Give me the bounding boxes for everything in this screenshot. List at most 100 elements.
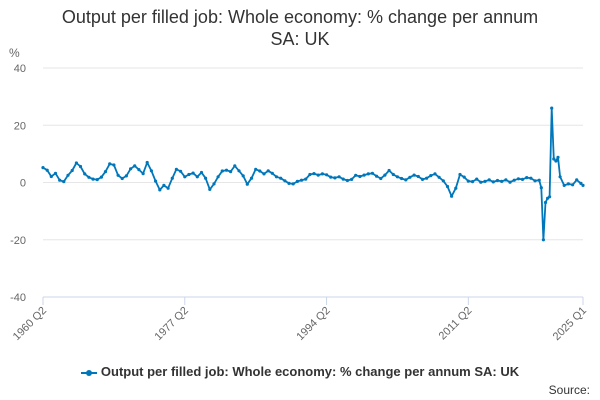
data-point: [370, 171, 374, 175]
data-point: [312, 172, 316, 176]
source-label: Source:: [548, 383, 590, 397]
data-point: [541, 238, 546, 242]
data-point: [320, 172, 324, 176]
data-point: [78, 164, 83, 169]
data-point: [49, 174, 53, 179]
data-point: [537, 178, 541, 182]
data-point: [420, 177, 425, 181]
x-tick-label: 2011 Q2: [437, 305, 475, 343]
data-point: [458, 172, 462, 177]
legend[interactable]: Output per filled job: Whole economy: % …: [0, 364, 600, 379]
data-point: [416, 174, 420, 179]
series-line: [42, 107, 584, 241]
data-point: [270, 171, 274, 175]
data-point: [103, 170, 108, 174]
data-point: [408, 175, 412, 179]
data-point: [483, 179, 487, 183]
data-point: [158, 188, 162, 192]
data-point: [581, 183, 585, 187]
axes: [42, 296, 584, 305]
data-point: [329, 175, 333, 179]
data-point: [495, 178, 500, 183]
data-point: [425, 176, 429, 180]
data-point: [229, 170, 233, 174]
data-point: [337, 175, 341, 179]
data-point: [133, 164, 137, 168]
y-tick-label: -20: [10, 235, 26, 247]
data-point: [491, 180, 495, 184]
data-point: [539, 186, 543, 190]
data-point: [287, 181, 291, 185]
data-point: [375, 174, 379, 178]
data-point: [450, 194, 454, 198]
data-point: [548, 195, 552, 199]
data-point: [112, 163, 116, 167]
y-tick-label: 40: [14, 63, 26, 75]
data-point: [412, 173, 416, 177]
data-point: [579, 181, 583, 185]
data-point: [299, 178, 304, 182]
data-point: [237, 169, 241, 173]
data-point: [162, 183, 166, 187]
data-point: [204, 176, 208, 180]
data-point: [525, 176, 529, 180]
data-point: [462, 175, 466, 179]
chart-title-block: Output per filled job: Whole economy: % …: [0, 6, 600, 50]
data-point: [266, 169, 270, 173]
data-point: [179, 169, 183, 173]
data-point: [575, 178, 579, 182]
data-point: [379, 176, 383, 181]
data-point: [220, 169, 224, 173]
data-point: [433, 172, 437, 176]
data-point: [358, 174, 362, 179]
data-point: [174, 167, 178, 171]
data-point: [41, 166, 45, 170]
data-point: [400, 176, 404, 181]
data-point: [387, 168, 391, 173]
legend-series-swatch: [80, 368, 97, 378]
data-point: [571, 183, 575, 187]
y-axis-label: %: [9, 46, 20, 60]
data-point: [500, 179, 504, 183]
data-point: [504, 178, 508, 182]
axis-labels: -40 -20 0 20 40% 1960 Q2 1977 Q2 1994 Q2 2011 Q2…: [9, 46, 589, 343]
data-point: [516, 177, 521, 181]
data-point: [129, 167, 133, 171]
data-point: [216, 175, 220, 179]
data-point: [543, 200, 548, 205]
y-tick-label: -40: [10, 292, 26, 304]
data-point: [274, 175, 279, 179]
data-point: [99, 175, 103, 179]
data-point: [383, 173, 387, 177]
data-point: [283, 179, 287, 183]
data-point: [554, 159, 558, 163]
data-point: [233, 164, 237, 168]
data-point: [550, 106, 554, 110]
data-point: [333, 176, 337, 180]
data-point: [479, 180, 483, 184]
data-point: [170, 176, 174, 180]
data-point: [183, 175, 187, 179]
data-point: [325, 173, 329, 177]
data-point: [120, 176, 124, 181]
legend-marker-icon: [85, 369, 92, 376]
data-point: [362, 173, 366, 177]
data-point: [258, 169, 262, 173]
data-point: [395, 175, 399, 179]
data-point: [487, 178, 491, 182]
data-point: [508, 180, 512, 184]
series-layer: [41, 106, 585, 242]
x-tick-label: 1977 Q2: [153, 305, 191, 343]
data-point: [187, 172, 191, 177]
data-point: [74, 161, 78, 165]
data-point: [304, 177, 308, 181]
data-point: [199, 170, 204, 175]
data-point: [166, 186, 170, 190]
data-point: [254, 167, 258, 171]
data-point: [191, 171, 195, 175]
data-point: [429, 174, 433, 178]
data-point: [341, 177, 345, 181]
data-point: [475, 177, 479, 181]
data-point: [350, 177, 354, 181]
